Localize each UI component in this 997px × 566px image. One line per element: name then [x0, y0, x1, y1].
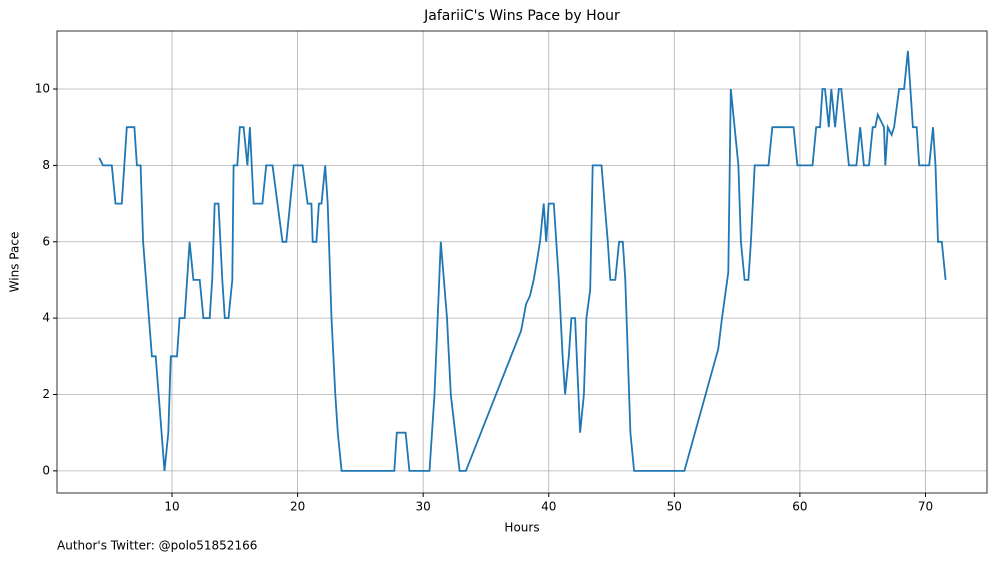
x-tick-label: 20 [290, 500, 305, 514]
y-tick-label: 4 [42, 311, 50, 325]
y-tick-label: 0 [42, 463, 50, 477]
x-tick-label: 10 [164, 500, 179, 514]
plot-frame [56, 30, 988, 494]
footer-note: Author's Twitter: @polo51852166 [57, 539, 257, 553]
x-tick-label: 60 [792, 500, 807, 514]
x-tick-label: 70 [918, 500, 933, 514]
data-line [98, 50, 947, 472]
x-tick-label: 50 [667, 500, 682, 514]
chart-title: JafariiC's Wins Pace by Hour [423, 8, 620, 24]
y-axis-label: Wins Pace [8, 232, 22, 293]
x-axis-label: Hours [504, 521, 539, 535]
y-tick-label: 2 [42, 387, 50, 401]
y-tick-label: 10 [35, 82, 50, 96]
x-tick-label: 40 [541, 500, 556, 514]
y-tick-label: 8 [42, 158, 50, 172]
y-tick-label: 6 [42, 234, 50, 248]
x-tick-label: 30 [416, 500, 431, 514]
